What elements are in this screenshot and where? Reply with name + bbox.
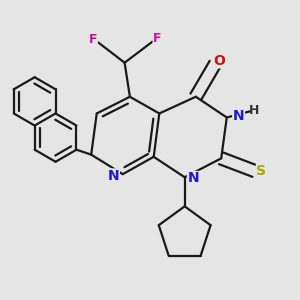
Text: N: N (188, 172, 199, 185)
Text: F: F (89, 33, 97, 46)
Text: N: N (233, 109, 244, 123)
Text: H: H (249, 103, 260, 117)
Text: F: F (153, 32, 162, 45)
Text: S: S (256, 164, 266, 178)
Text: N: N (108, 169, 119, 183)
Text: O: O (213, 54, 225, 68)
